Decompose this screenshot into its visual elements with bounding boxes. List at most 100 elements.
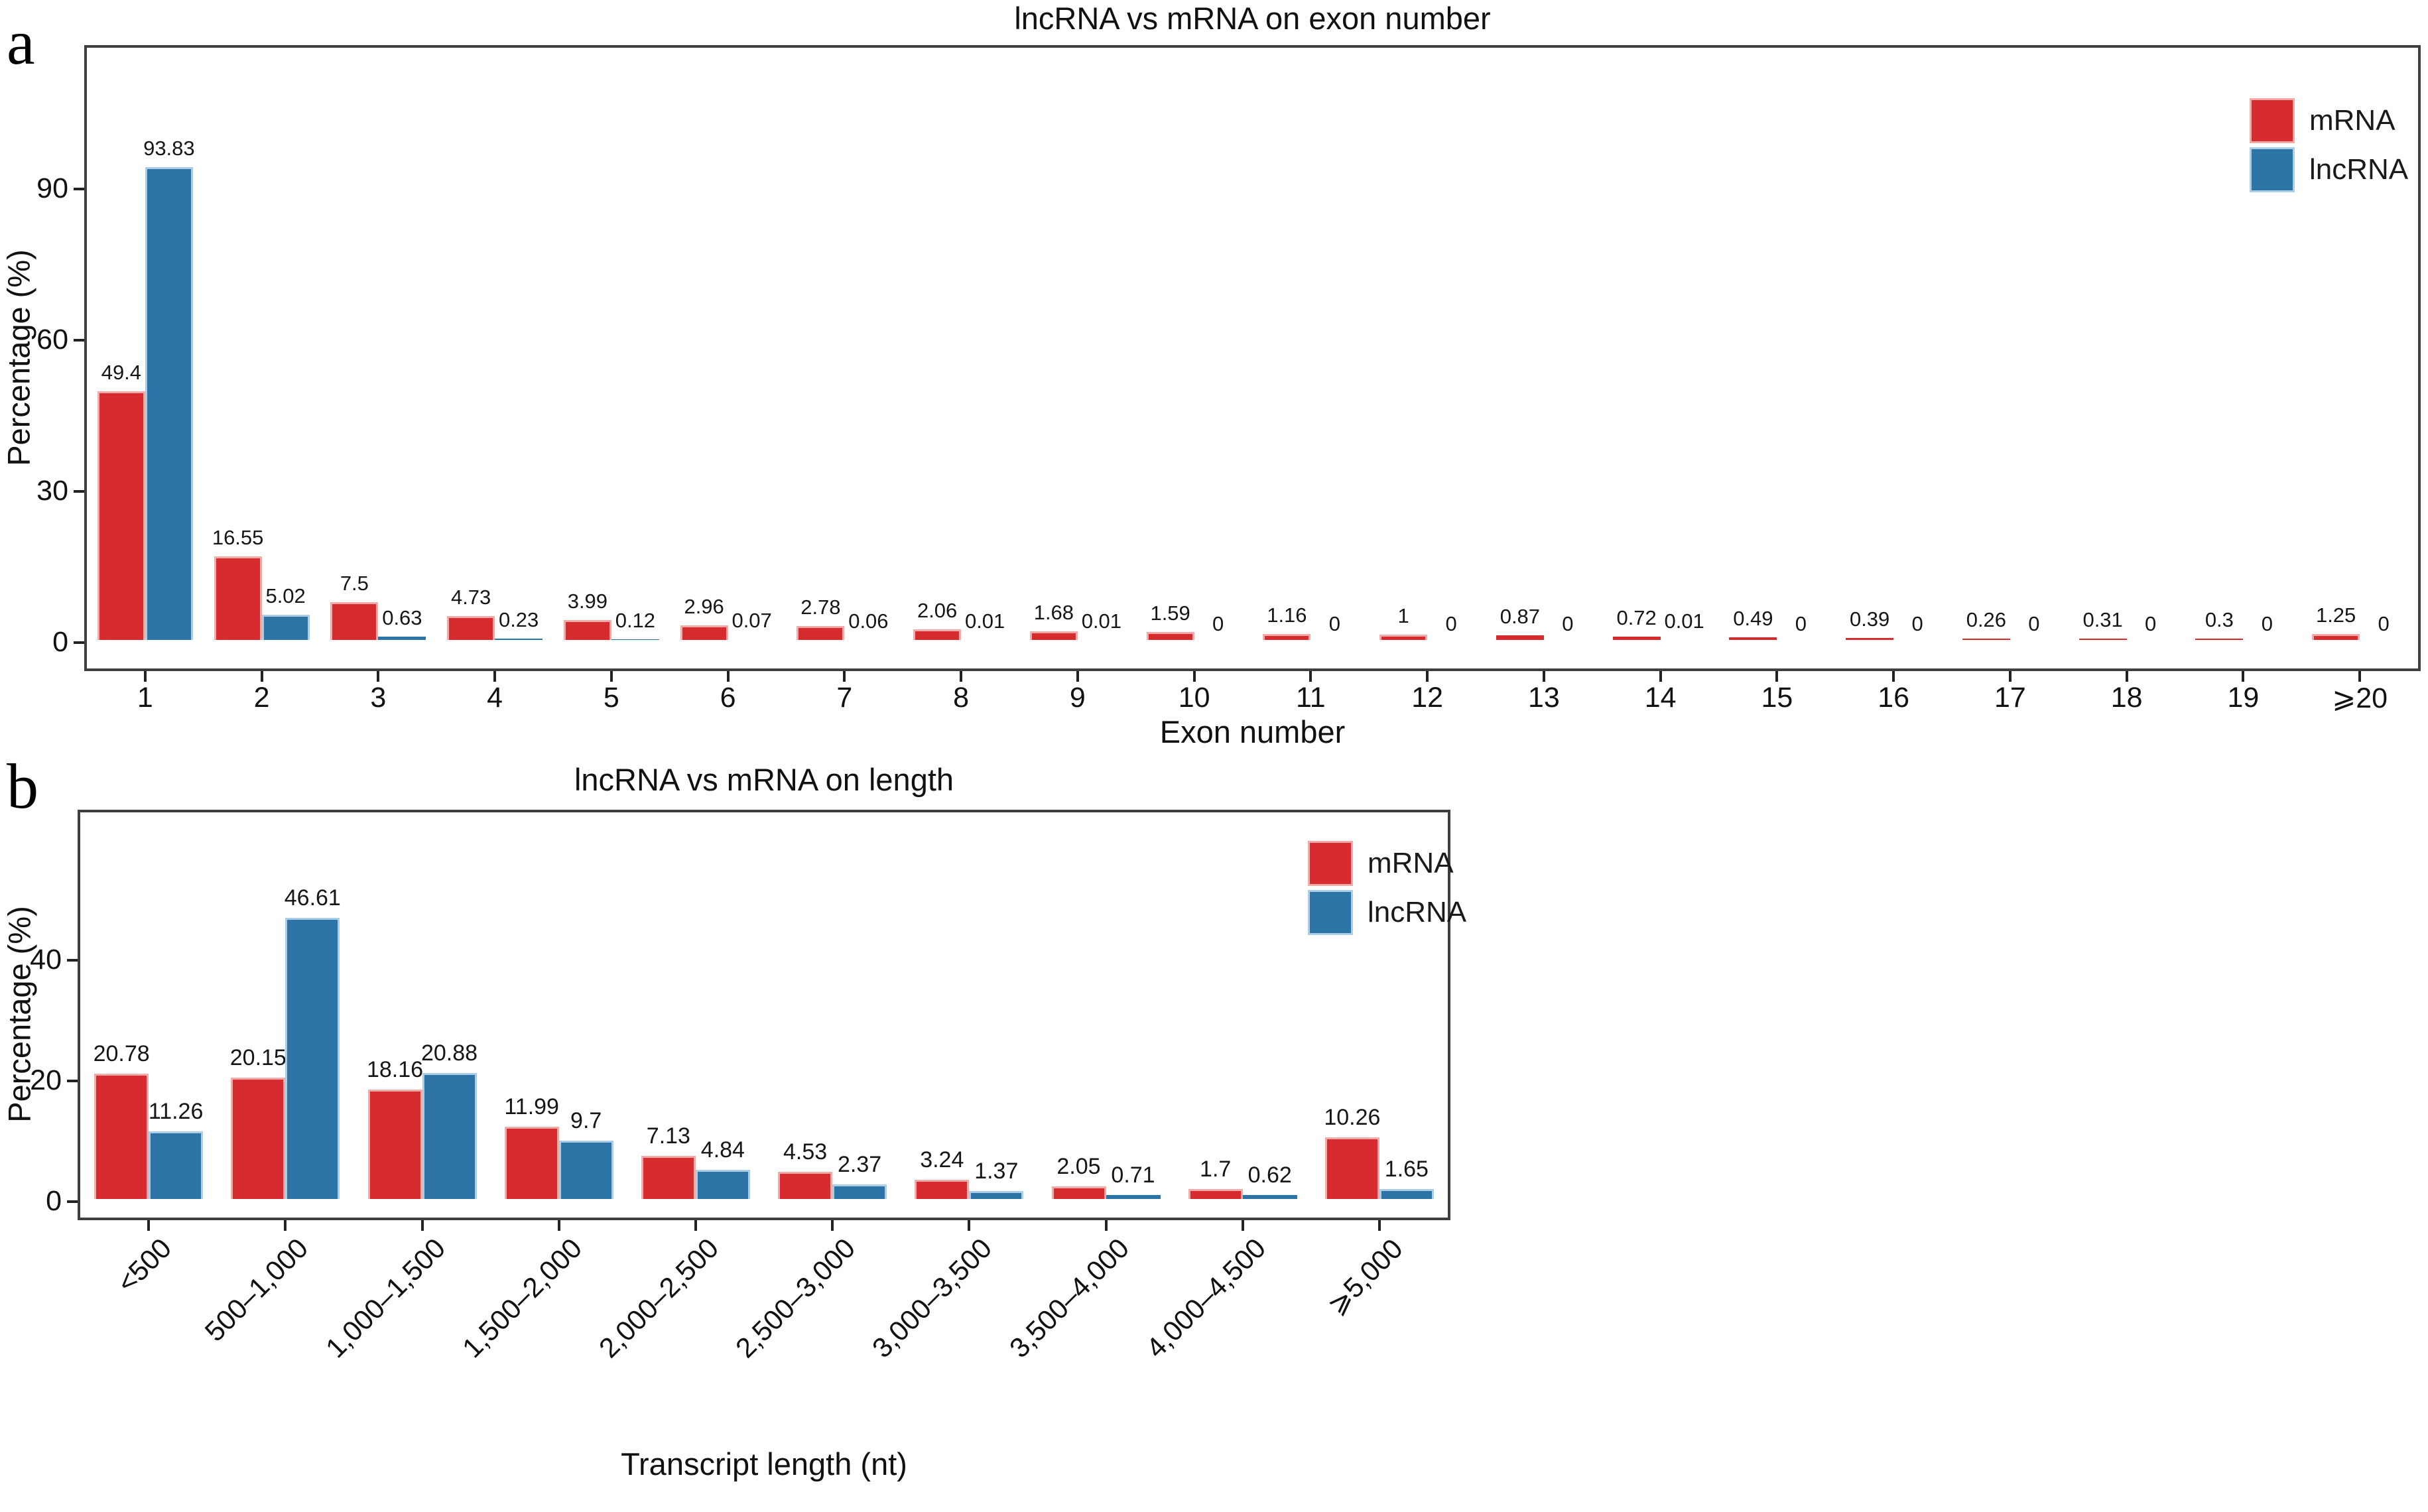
bar-value-label: 1.7 bbox=[1200, 1156, 1232, 1182]
bar-value-label: 2.96 bbox=[684, 594, 724, 618]
bar-mrna bbox=[563, 619, 611, 640]
x-tick bbox=[1241, 1220, 1244, 1231]
x-tick-label: 15 bbox=[1761, 682, 1793, 714]
bar-value-label: 2.78 bbox=[800, 595, 841, 619]
bar-value-label: 0.49 bbox=[1733, 607, 1773, 631]
x-tick bbox=[143, 671, 147, 682]
bar-value-label: 0 bbox=[1212, 612, 1224, 635]
bar-lncrna bbox=[495, 639, 543, 640]
x-tick-label: 7 bbox=[836, 682, 853, 714]
bar-value-label: 1.16 bbox=[1267, 603, 1307, 627]
x-tick bbox=[1659, 671, 1662, 682]
bar-value-label: 0.31 bbox=[2082, 607, 2123, 631]
x-tick bbox=[1192, 671, 1196, 682]
bar-value-label: 0 bbox=[2028, 612, 2040, 635]
x-tick-label: 3 bbox=[370, 682, 387, 714]
bar-mrna bbox=[1263, 634, 1311, 640]
bar-value-label: 46.61 bbox=[284, 885, 341, 911]
bar-value-label: 0.23 bbox=[498, 608, 539, 632]
bar-lncrna bbox=[378, 637, 426, 640]
bar-value-label: 0.3 bbox=[2204, 607, 2234, 631]
bar-mrna bbox=[2078, 638, 2127, 640]
bar-mrna bbox=[641, 1156, 696, 1199]
x-tick bbox=[843, 671, 846, 682]
y-tick-label: 0 bbox=[46, 1185, 62, 1217]
x-tick bbox=[968, 1220, 971, 1231]
bar-value-label: 4.53 bbox=[783, 1139, 828, 1165]
bar-value-label: 4.73 bbox=[450, 586, 491, 609]
bar-value-label: 16.55 bbox=[212, 526, 264, 550]
bar-lncrna bbox=[1242, 1195, 1297, 1199]
y-tick-label: 40 bbox=[30, 944, 62, 976]
y-tick-label: 60 bbox=[36, 324, 68, 355]
x-tick bbox=[1775, 671, 1779, 682]
bar-value-label: 2.05 bbox=[1056, 1154, 1101, 1180]
panel-a-plot-area: 49.4 93.83 16.55 5.02 7.5 0.63 4.73 0.23 3.99 0.1… bbox=[84, 45, 2421, 671]
bar-lncrna bbox=[1106, 1194, 1161, 1199]
bar-value-label: 0.87 bbox=[1500, 605, 1541, 629]
bar-lncrna bbox=[695, 1169, 750, 1199]
y-tick-label: 90 bbox=[36, 172, 68, 204]
bar-mrna bbox=[1846, 638, 1894, 640]
bar-value-label: 0.01 bbox=[1081, 609, 1122, 633]
x-tick bbox=[1377, 1220, 1381, 1231]
bar-value-label: 3.99 bbox=[567, 589, 608, 613]
x-tick-label: 18 bbox=[2110, 682, 2143, 714]
bar-mrna bbox=[1612, 636, 1661, 640]
bar-value-label: 93.83 bbox=[143, 136, 195, 160]
x-tick-label: 10 bbox=[1178, 682, 1210, 714]
legend-label-mrna: mRNA bbox=[2309, 104, 2396, 137]
x-tick bbox=[557, 1220, 560, 1231]
bar-mrna bbox=[778, 1171, 833, 1199]
y-tick-label: 30 bbox=[36, 475, 68, 507]
bar-mrna bbox=[680, 625, 728, 640]
bar-value-label: 0.26 bbox=[1966, 608, 2007, 632]
bar-lncrna bbox=[285, 917, 340, 1199]
x-tick bbox=[1104, 1220, 1108, 1231]
bar-mrna bbox=[1379, 635, 1428, 640]
panel-b-ylabel: Percentage (%) bbox=[1, 906, 37, 1123]
x-tick-label: 9 bbox=[1069, 682, 1086, 714]
bar-value-label: 0 bbox=[2261, 612, 2273, 635]
bar-mrna bbox=[1029, 631, 1078, 640]
x-tick bbox=[1542, 671, 1545, 682]
bar-value-label: 20.88 bbox=[420, 1040, 478, 1066]
x-tick-label: 17 bbox=[1994, 682, 2026, 714]
bar-value-label: 2.37 bbox=[838, 1152, 882, 1178]
bar-lncrna bbox=[145, 166, 193, 640]
bar-mrna bbox=[797, 625, 845, 640]
y-tick bbox=[74, 188, 84, 190]
bar-value-label: 1.68 bbox=[1033, 601, 1074, 625]
bar-value-label: 0.07 bbox=[732, 609, 772, 633]
x-tick-label: 2 bbox=[253, 682, 270, 714]
legend-label-lncrna: lncRNA bbox=[2309, 153, 2409, 186]
panel-a-xlabel: Exon number bbox=[1159, 714, 1346, 749]
bar-mrna bbox=[97, 391, 145, 640]
legend-label-mrna: mRNA bbox=[1368, 847, 1454, 879]
x-tick-label: ⩾20 bbox=[2332, 682, 2388, 714]
bar-value-label: 0.06 bbox=[848, 609, 889, 633]
bar-value-label: 0 bbox=[1911, 612, 1923, 635]
bar-lncrna bbox=[149, 1131, 204, 1199]
bar-value-label: 11.26 bbox=[148, 1098, 204, 1124]
x-tick-label: 8 bbox=[953, 682, 970, 714]
bar-mrna bbox=[214, 556, 262, 640]
x-tick bbox=[2242, 671, 2245, 682]
bar-mrna bbox=[913, 629, 962, 640]
panel-b-letter: b bbox=[7, 751, 38, 822]
bar-value-label: 0 bbox=[1445, 612, 1457, 635]
panel-a-letter: a bbox=[7, 7, 35, 78]
bar-value-label: 0.01 bbox=[964, 609, 1005, 633]
x-tick-label: 14 bbox=[1644, 682, 1677, 714]
bar-value-label: 11.99 bbox=[504, 1094, 559, 1119]
legend-swatch-lncrna bbox=[2250, 147, 2295, 192]
y-tick bbox=[74, 490, 84, 493]
x-tick bbox=[420, 1220, 424, 1231]
bar-value-label: 4.84 bbox=[700, 1137, 745, 1163]
x-tick bbox=[694, 1220, 697, 1231]
x-tick bbox=[609, 671, 613, 682]
bar-mrna bbox=[1324, 1137, 1379, 1199]
x-tick bbox=[493, 671, 497, 682]
panel-b-title: lncRNA vs mRNA on length bbox=[574, 762, 954, 797]
